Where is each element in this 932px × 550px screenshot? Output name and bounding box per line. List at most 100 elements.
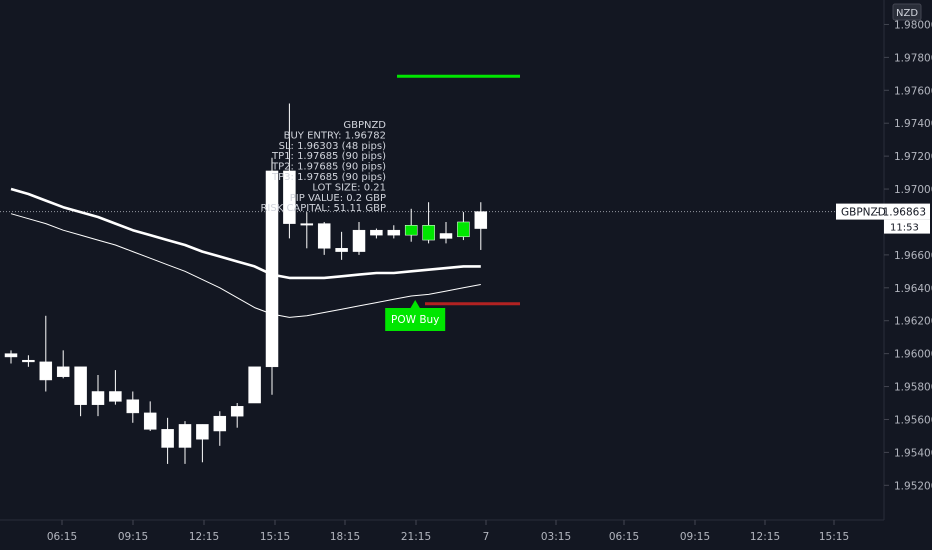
candle[interactable] bbox=[213, 411, 227, 446]
time-tick-label: 06:15 bbox=[609, 531, 639, 543]
signal-box bbox=[385, 308, 446, 331]
time-axis[interactable]: 06:15 09:15 12:15 15:15 18:15 21:15 7 03:15 06:1… bbox=[0, 519, 884, 543]
time-tick-label: 21:15 bbox=[401, 531, 431, 543]
last-price-label[interactable]: GBPNZD- 1.96863 11:53 bbox=[836, 203, 930, 234]
candle-body bbox=[22, 359, 35, 363]
price-tick-label: 1.96200 bbox=[894, 316, 932, 328]
currency-badge: NZD bbox=[892, 3, 922, 21]
trade-info-line: TP2: 1.97685 (90 pips) bbox=[271, 162, 386, 173]
candle[interactable] bbox=[370, 228, 383, 239]
time-tick-label: 09:15 bbox=[118, 531, 148, 543]
price-tick-label: 1.95600 bbox=[894, 414, 932, 426]
candle-body bbox=[126, 399, 140, 414]
time-tick-label: 7 bbox=[483, 531, 490, 543]
bar-countdown: 11:53 bbox=[890, 223, 919, 234]
time-tick-label: 12:15 bbox=[750, 531, 780, 543]
price-tick-label: 1.95800 bbox=[894, 382, 932, 394]
candle[interactable] bbox=[387, 225, 401, 239]
candle-body bbox=[317, 223, 331, 249]
last-price-symbol: GBPNZD bbox=[841, 207, 886, 219]
candle-body bbox=[230, 406, 244, 417]
candle-body bbox=[91, 391, 105, 405]
candle[interactable] bbox=[317, 221, 331, 255]
trade-info-line: RISK CAPITAL: 51.11 GBP bbox=[260, 203, 386, 214]
candle-body bbox=[161, 429, 174, 448]
price-tick-label: 1.97800 bbox=[894, 52, 932, 64]
candle-body bbox=[248, 366, 261, 404]
candle[interactable] bbox=[109, 370, 122, 405]
candle[interactable] bbox=[265, 157, 279, 395]
candle[interactable] bbox=[474, 202, 488, 250]
candle[interactable] bbox=[422, 202, 435, 244]
price-tick-label: 1.97600 bbox=[894, 85, 932, 97]
price-tick-label: 1.98000 bbox=[894, 19, 932, 31]
price-tick-label: 1.95400 bbox=[894, 447, 932, 459]
candle-body bbox=[387, 229, 401, 236]
candle[interactable] bbox=[126, 391, 140, 423]
candle[interactable] bbox=[248, 366, 261, 404]
price-tick-label: 1.97000 bbox=[894, 184, 932, 196]
time-tick-label: 18:15 bbox=[330, 531, 360, 543]
trade-info-line: TP1: 1.97685 (90 pips) bbox=[271, 151, 386, 162]
last-price-value: - 1.96863 bbox=[875, 207, 926, 219]
trade-info-line: TP3: 1.97685 (90 pips) bbox=[271, 172, 386, 183]
candle-body bbox=[178, 424, 192, 448]
moving-average-fast bbox=[10, 187, 481, 280]
candle[interactable] bbox=[91, 375, 105, 417]
candle-body bbox=[39, 361, 53, 381]
candle[interactable] bbox=[4, 350, 18, 364]
time-tick-label: 06:15 bbox=[47, 531, 77, 543]
candle[interactable] bbox=[178, 421, 192, 464]
candle[interactable] bbox=[161, 417, 174, 464]
candle-body bbox=[74, 366, 87, 405]
candle-body bbox=[196, 424, 209, 440]
candle[interactable] bbox=[56, 350, 70, 379]
time-tick-label: 15:15 bbox=[260, 531, 290, 543]
price-tick-label: 1.97200 bbox=[894, 151, 932, 163]
candle-body bbox=[109, 391, 122, 402]
price-tick-label: 1.97400 bbox=[894, 118, 932, 130]
price-tick-label: 1.95200 bbox=[894, 480, 932, 492]
candle-body bbox=[474, 211, 488, 229]
candle-body bbox=[213, 415, 227, 432]
time-tick-label: 03:15 bbox=[541, 531, 571, 543]
candle[interactable] bbox=[404, 208, 418, 242]
price-tick-label: 1.96400 bbox=[894, 283, 932, 295]
candle[interactable] bbox=[196, 424, 209, 463]
candle[interactable] bbox=[283, 103, 296, 239]
price-axis[interactable]: 1.98000 1.97800 1.97600 1.97400 1.97200 1.970… bbox=[836, 0, 932, 520]
candle-body bbox=[335, 248, 348, 252]
candle-body bbox=[439, 233, 453, 239]
candle[interactable] bbox=[74, 366, 87, 417]
candle[interactable] bbox=[22, 355, 35, 367]
candle-body bbox=[404, 225, 418, 236]
price-tick-label: 1.96000 bbox=[894, 349, 932, 361]
candle[interactable] bbox=[352, 221, 366, 255]
moving-average-slow bbox=[10, 213, 481, 318]
trade-info-line: SL: 1.96303 (48 pips) bbox=[279, 141, 386, 152]
last-price-tag-bg bbox=[836, 203, 930, 220]
candle-body bbox=[370, 229, 383, 236]
candle[interactable] bbox=[143, 401, 157, 431]
candle-body bbox=[265, 170, 279, 368]
candle[interactable] bbox=[300, 212, 314, 249]
candle-body bbox=[143, 412, 157, 430]
candle[interactable] bbox=[39, 315, 53, 392]
candle-body bbox=[457, 221, 470, 238]
trade-info-line: GBPNZD bbox=[343, 120, 386, 131]
candle[interactable] bbox=[439, 221, 453, 244]
candle[interactable] bbox=[335, 231, 348, 260]
candle[interactable] bbox=[230, 403, 244, 428]
currency-label: NZD bbox=[896, 8, 918, 19]
buy-signal-marker[interactable]: POW Buy bbox=[385, 300, 446, 331]
candle[interactable] bbox=[457, 212, 470, 241]
trade-info-line: PIP VALUE: 0.2 GBP bbox=[290, 193, 386, 204]
candle-body bbox=[4, 353, 18, 358]
time-tick-label: 15:15 bbox=[819, 531, 849, 543]
time-tick-label: 12:15 bbox=[189, 531, 219, 543]
candle-body bbox=[283, 170, 296, 224]
